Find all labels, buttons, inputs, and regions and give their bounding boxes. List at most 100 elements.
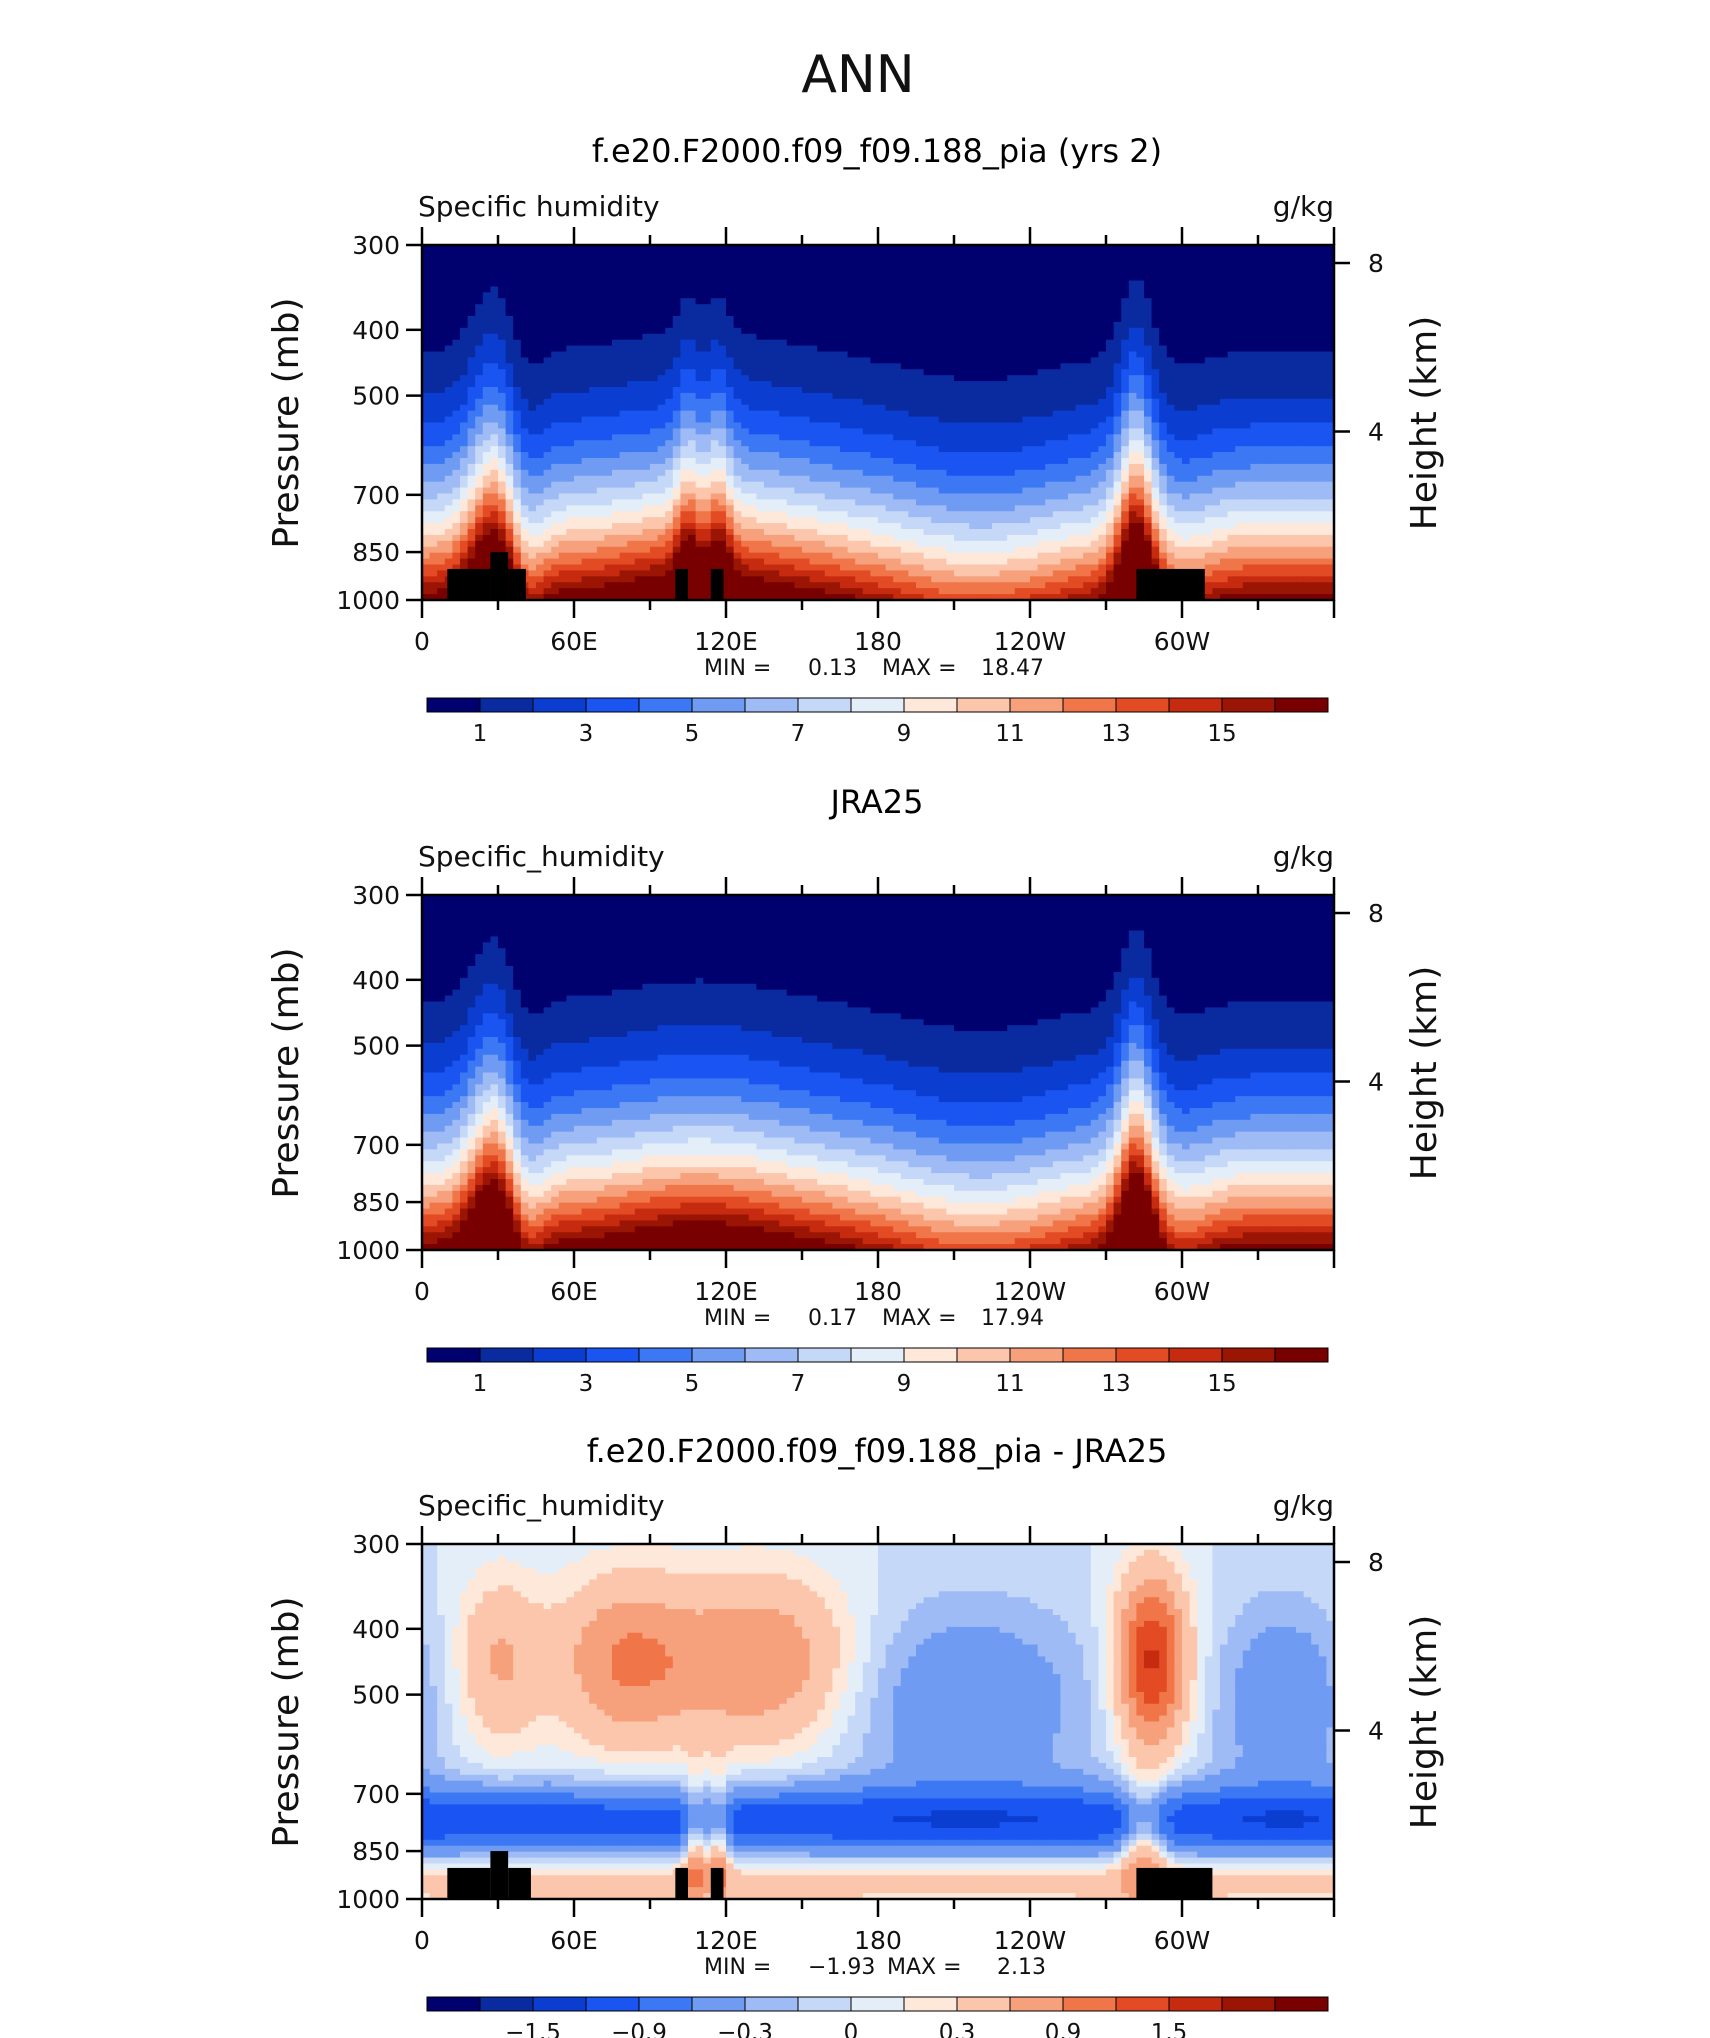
field-cell — [1144, 463, 1153, 471]
field-cell — [505, 458, 514, 465]
field-cell — [1037, 475, 1046, 483]
field-cell — [954, 369, 963, 376]
field-cell — [543, 422, 552, 430]
field-cell — [1242, 410, 1251, 418]
field-cell — [1182, 245, 1191, 252]
field-cell — [1030, 440, 1039, 447]
field-cell — [650, 410, 659, 418]
field-cell — [1144, 316, 1153, 323]
field-cell — [1326, 286, 1335, 293]
field-cell — [1151, 469, 1160, 477]
field-cell — [1227, 333, 1236, 341]
field-cell — [855, 286, 864, 293]
field-cell — [1303, 404, 1312, 412]
field-cell — [1098, 469, 1107, 477]
field-cell — [961, 327, 970, 335]
field-cell — [923, 292, 932, 299]
field-cell — [923, 316, 932, 323]
field-cell — [1326, 351, 1335, 359]
field-cell — [1030, 321, 1039, 329]
field-cell — [847, 298, 856, 305]
field-cell — [422, 304, 431, 311]
field-cell — [528, 416, 537, 424]
field-cell — [528, 375, 537, 382]
field-cell — [536, 262, 545, 270]
field-cell — [589, 304, 598, 311]
field-cell — [1151, 310, 1160, 317]
field-cell — [1030, 481, 1039, 489]
field-cell — [870, 446, 879, 453]
field-cell — [1022, 434, 1031, 441]
field-cell — [802, 339, 811, 347]
field-cell — [1242, 274, 1251, 282]
field-cell — [536, 375, 545, 382]
field-cell — [817, 392, 826, 400]
field-cell — [1303, 458, 1312, 465]
field-cell — [862, 428, 871, 435]
field-cell — [543, 250, 552, 258]
field-cell — [1311, 392, 1320, 400]
field-cell — [536, 345, 545, 353]
field-cell — [1242, 292, 1251, 299]
field-cell — [536, 387, 545, 394]
field-cell — [1151, 387, 1160, 394]
field-cell — [1166, 446, 1175, 453]
field-cell — [1090, 381, 1099, 388]
field-cell — [680, 310, 689, 317]
field-cell — [1159, 280, 1168, 288]
field-cell — [756, 410, 765, 418]
field-cell — [1174, 256, 1183, 264]
field-cell — [748, 310, 757, 317]
field-cell — [437, 487, 446, 495]
field-cell — [741, 304, 750, 311]
field-cell — [817, 375, 826, 382]
field-cell — [847, 481, 856, 489]
field-cell — [680, 398, 689, 406]
field-cell — [862, 458, 871, 465]
field-cell — [475, 274, 484, 282]
field-cell — [1197, 357, 1206, 364]
field-cell — [1075, 310, 1084, 317]
field-cell — [703, 375, 712, 382]
field-cell — [1136, 262, 1145, 270]
field-cell — [832, 274, 841, 282]
field-cell — [498, 487, 507, 495]
field-cell — [1265, 422, 1274, 430]
field-cell — [817, 410, 826, 418]
field-cell — [984, 404, 993, 412]
field-cell — [832, 310, 841, 317]
field-cell — [558, 321, 567, 329]
field-cell — [505, 262, 514, 270]
field-cell — [1318, 256, 1327, 264]
field-cell — [520, 463, 529, 471]
field-cell — [870, 469, 879, 477]
field-cell — [817, 446, 826, 453]
field-cell — [650, 268, 659, 276]
field-cell — [984, 428, 993, 435]
field-cell — [1106, 434, 1115, 441]
field-cell — [551, 458, 560, 465]
field-cell — [558, 387, 567, 394]
field-cell — [513, 280, 522, 288]
field-cell — [870, 304, 879, 311]
field-cell — [908, 250, 917, 258]
field-cell — [566, 250, 575, 258]
field-cell — [992, 316, 1001, 323]
field-cell — [566, 245, 575, 252]
field-cell — [824, 410, 833, 418]
field-cell — [596, 280, 605, 288]
field-cell — [756, 452, 765, 459]
field-cell — [923, 369, 932, 376]
field-cell — [885, 256, 894, 264]
field-cell — [1052, 363, 1061, 370]
field-cell — [1075, 286, 1084, 293]
field-cell — [817, 316, 826, 323]
field-cell — [1265, 256, 1274, 264]
field-cell — [650, 422, 659, 430]
field-cell — [612, 458, 621, 465]
field-cell — [961, 440, 970, 447]
field-cell — [1280, 339, 1289, 347]
field-cell — [1220, 357, 1229, 364]
field-cell — [809, 458, 818, 465]
field-cell — [596, 310, 605, 317]
